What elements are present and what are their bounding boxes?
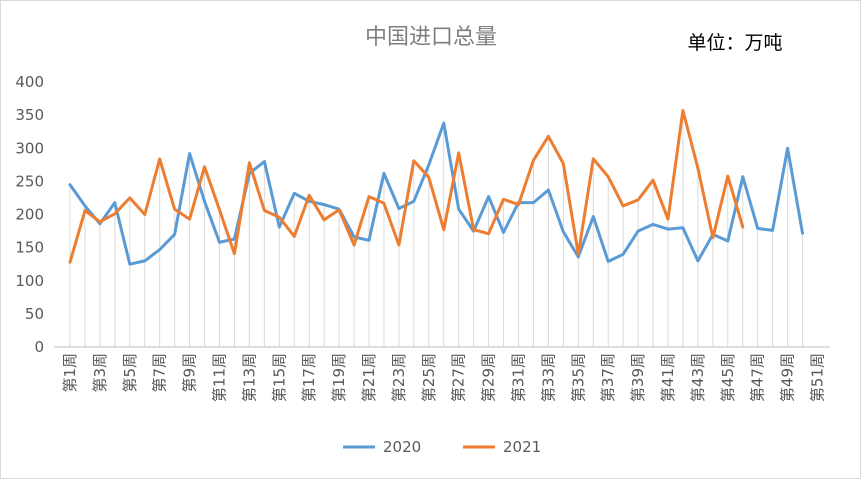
x-tick-label: 第15周	[270, 353, 288, 402]
x-tick-label: 第27周	[450, 353, 468, 402]
x-tick-label: 第47周	[749, 353, 767, 402]
x-tick-label: 第31周	[510, 353, 528, 402]
legend-label-2020: 2020	[383, 438, 421, 456]
y-tick-label: 400	[15, 73, 44, 91]
x-tick-label: 第43周	[689, 353, 707, 402]
x-tick-label: 第13周	[240, 353, 258, 402]
x-tick-label: 第21周	[360, 353, 378, 402]
y-tick-label: 50	[25, 305, 44, 323]
y-tick-label: 350	[15, 106, 44, 124]
x-tick-label: 第5周	[121, 353, 139, 393]
x-tick-label: 第3周	[91, 353, 109, 393]
y-tick-label: 200	[15, 206, 44, 224]
y-tick-labels: 0 50 100 150 200 250 300 350 400	[15, 73, 44, 356]
x-tick-label: 第51周	[809, 353, 827, 402]
x-tick-label: 第23周	[390, 353, 408, 402]
x-tick-label: 第7周	[151, 353, 169, 393]
series-line-2021	[68, 109, 745, 264]
x-tick-label: 第1周	[61, 353, 79, 393]
x-tick-label: 第45周	[719, 353, 737, 402]
x-tick-label: 第17周	[300, 353, 318, 402]
x-tick-label: 第9周	[181, 353, 199, 393]
chart-title: 中国进口总量	[365, 25, 497, 50]
x-tick-label: 第11周	[211, 353, 229, 402]
x-tick-label: 第35周	[569, 353, 587, 402]
x-tick-label: 第49周	[779, 353, 797, 402]
y-tick-label: 150	[15, 239, 44, 257]
unit-label: 单位：万吨	[687, 32, 782, 54]
legend: 2020 2021	[343, 438, 541, 456]
series-line-2020	[68, 121, 804, 266]
legend-label-2021: 2021	[503, 438, 541, 456]
x-tick-labels: 第1周 第3周 第5周 第7周 第9周 第11周 第13周 第15周 第17周 第19周 第21周第…	[61, 353, 827, 402]
x-tick-label: 第41周	[659, 353, 677, 402]
y-tick-label: 300	[15, 139, 44, 157]
series-lines	[68, 109, 804, 266]
x-tick-label: 第37周	[599, 353, 617, 402]
x-tick-label: 第33周	[539, 353, 557, 402]
y-tick-label: 0	[34, 338, 44, 356]
x-tick-label: 第29周	[480, 353, 498, 402]
y-tick-label: 100	[15, 272, 44, 290]
x-tick-label: 第25周	[420, 353, 438, 402]
x-tick-label: 第19周	[330, 353, 348, 402]
x-tick-label: 第39周	[629, 353, 647, 402]
y-tick-label: 250	[15, 172, 44, 190]
